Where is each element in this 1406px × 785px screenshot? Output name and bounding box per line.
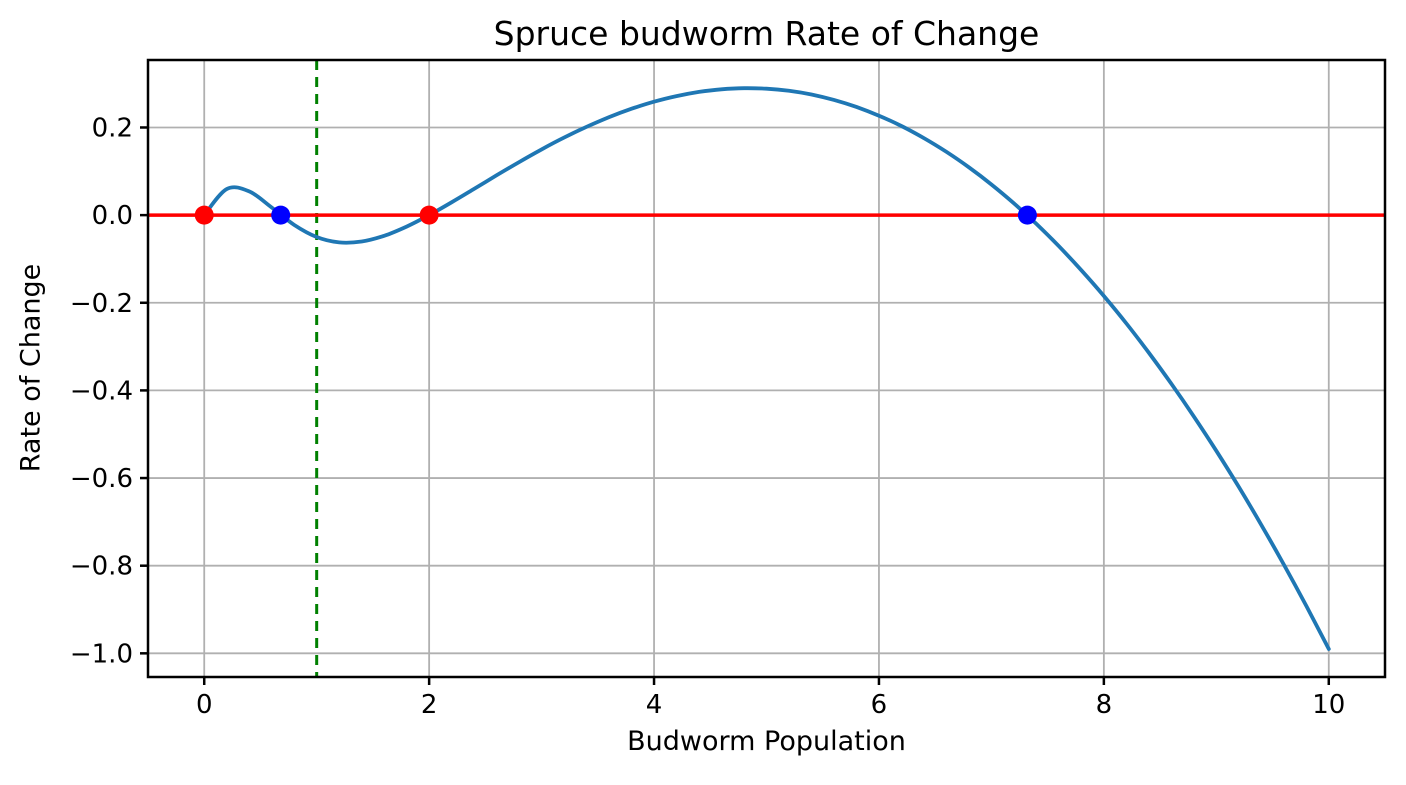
x-axis-label: Budworm Population	[627, 726, 906, 757]
x-tick-label: 8	[1096, 690, 1113, 720]
y-tick-label: −0.6	[70, 464, 133, 494]
y-tick-label: 0.2	[92, 113, 133, 143]
y-tick-label: 0.0	[92, 201, 133, 231]
x-tick-label: 0	[196, 690, 213, 720]
x-tick-label: 10	[1312, 690, 1345, 720]
chart-title: Spruce budworm Rate of Change	[493, 14, 1040, 53]
unstable-equilibrium-point	[194, 205, 214, 225]
x-tick-label: 6	[871, 690, 888, 720]
y-tick-label: −1.0	[70, 639, 133, 669]
x-tick-label: 2	[421, 690, 438, 720]
y-tick-label: −0.8	[70, 552, 133, 582]
y-tick-label: −0.4	[70, 376, 133, 406]
axes-spines	[146, 58, 1387, 679]
y-tick-label: −0.2	[70, 289, 133, 319]
stable-equilibrium-point	[271, 205, 291, 225]
rate-of-change-curve	[202, 86, 1331, 651]
unstable-equilibrium-point	[419, 205, 439, 225]
stable-equilibrium-point	[1017, 205, 1037, 225]
y-axis-label: Rate of Change	[15, 263, 47, 473]
x-tick-label: 4	[646, 690, 663, 720]
